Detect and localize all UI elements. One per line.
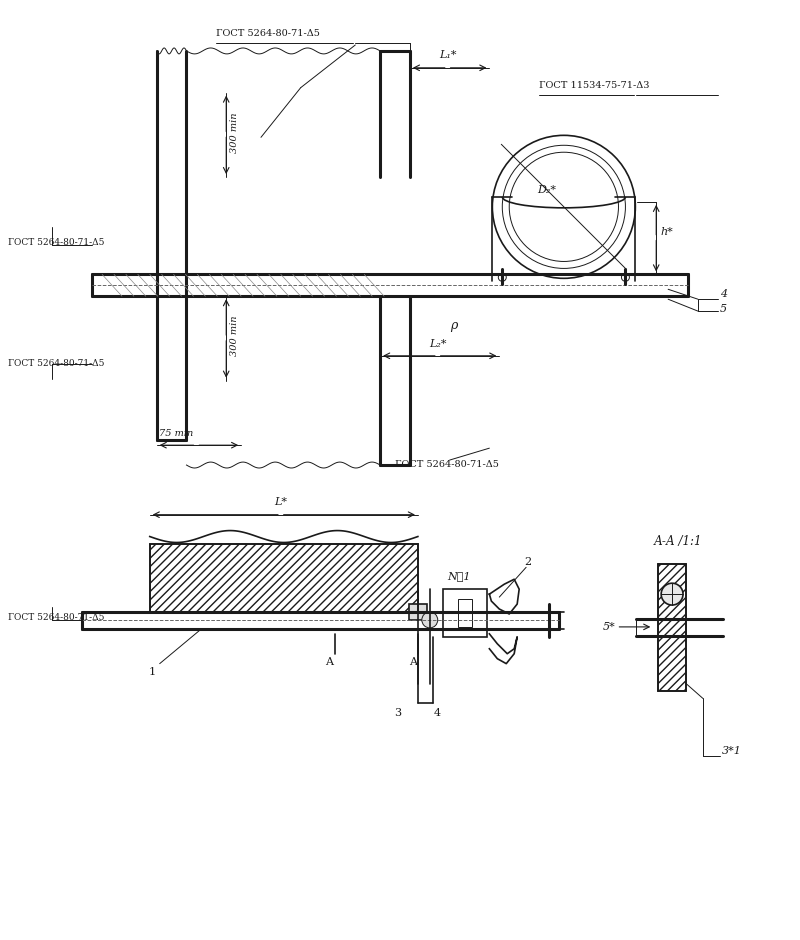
Text: 75 min: 75 min [158,430,193,438]
Text: D₂*: D₂* [538,185,557,195]
Text: ГОСТ 5264-80-71-Δ5: ГОСТ 5264-80-71-Δ5 [8,614,104,622]
Text: ГОСТ 5264-80-71-Δ5: ГОСТ 5264-80-71-Δ5 [395,460,499,469]
Text: Nℕ1: Nℕ1 [448,572,471,581]
Text: А-А /1:1: А-А /1:1 [654,535,702,547]
Text: 3: 3 [394,709,402,718]
Bar [150,544,418,612]
Text: L*: L* [274,496,287,507]
Bar [458,599,473,627]
Circle shape [422,612,438,628]
Text: ГОСТ 11534-75-71-Δ3: ГОСТ 11534-75-71-Δ3 [539,81,650,89]
Bar [409,604,427,620]
Text: ρ: ρ [450,319,457,332]
Text: 300 min: 300 min [230,316,239,356]
Circle shape [661,583,683,605]
Text: L₂*: L₂* [429,338,446,349]
Text: ГОСТ 5264-80-71-Δ5: ГОСТ 5264-80-71-Δ5 [8,359,104,368]
Text: A: A [326,657,334,666]
Text: 2: 2 [524,557,531,568]
Text: 4: 4 [434,709,442,718]
Circle shape [622,274,630,281]
Bar [442,589,487,636]
Text: A: A [409,657,417,666]
Text: 300 min: 300 min [230,112,239,152]
Text: 5: 5 [720,305,727,314]
Text: ГОСТ 5264-80-71-Δ5: ГОСТ 5264-80-71-Δ5 [8,238,104,247]
Text: ГОСТ 5264-80-71-Δ5: ГОСТ 5264-80-71-Δ5 [216,29,320,38]
Circle shape [498,274,506,281]
Text: 3*1: 3*1 [722,746,742,756]
Bar [658,564,686,692]
Text: 1: 1 [148,666,155,677]
Text: h*: h* [660,227,673,237]
Text: 5*: 5* [602,622,615,632]
Text: 4: 4 [720,290,727,299]
Text: L₁*: L₁* [439,50,457,60]
